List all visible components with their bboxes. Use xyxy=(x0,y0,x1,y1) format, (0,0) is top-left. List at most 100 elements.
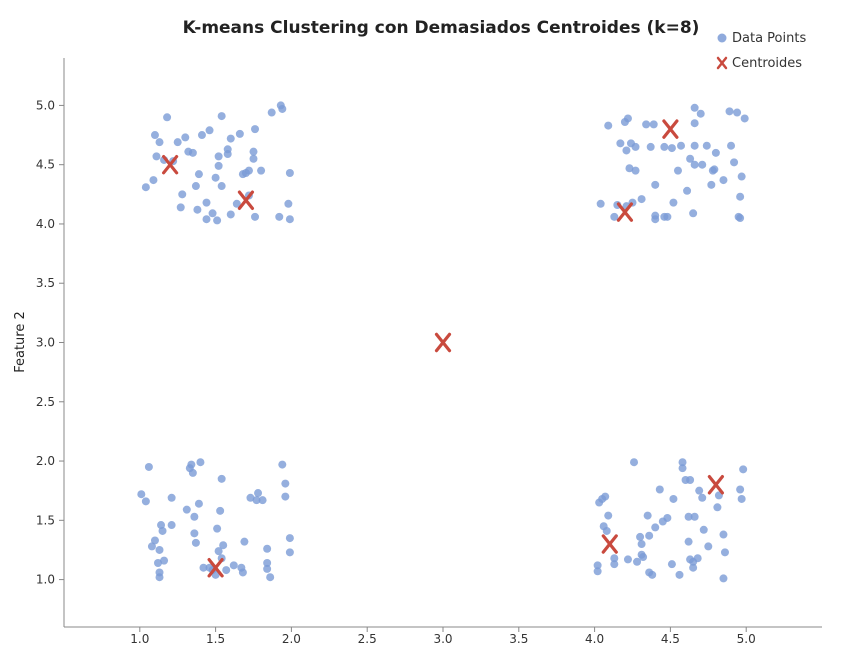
y-tick-label: 3.5 xyxy=(36,276,55,290)
legend-marker-data-points xyxy=(717,33,727,43)
data-point xyxy=(730,158,739,167)
data-point xyxy=(651,523,660,532)
y-tick-label: 3.0 xyxy=(36,336,55,350)
data-point xyxy=(593,567,602,576)
data-point xyxy=(202,198,211,207)
y-tick-label: 2.0 xyxy=(36,454,55,468)
data-point xyxy=(596,199,605,208)
y-tick-label: 1.0 xyxy=(36,573,55,587)
data-point xyxy=(602,526,611,535)
data-point xyxy=(739,465,748,474)
data-point xyxy=(155,138,164,147)
data-point xyxy=(244,166,253,175)
data-point xyxy=(173,138,182,147)
data-point xyxy=(278,460,287,469)
data-point xyxy=(678,458,687,467)
data-point xyxy=(725,107,734,116)
data-point xyxy=(213,524,222,533)
data-point xyxy=(689,563,698,572)
data-point xyxy=(639,553,648,562)
data-point xyxy=(263,564,272,573)
data-point xyxy=(642,120,651,129)
centroid-marker xyxy=(162,154,179,175)
x-tick-label: 2.0 xyxy=(282,632,301,646)
data-point xyxy=(667,144,676,153)
data-point xyxy=(235,129,244,138)
chart-title: K-means Clustering con Demasiados Centro… xyxy=(183,18,700,38)
data-point xyxy=(631,142,640,151)
data-point xyxy=(623,555,632,564)
data-point xyxy=(655,485,664,494)
data-point xyxy=(690,103,699,112)
data-point xyxy=(141,183,150,192)
data-point xyxy=(163,113,172,122)
data-point xyxy=(188,148,197,157)
data-point xyxy=(669,198,678,207)
data-point xyxy=(649,120,658,129)
data-point xyxy=(736,192,745,201)
data-point xyxy=(707,180,716,189)
data-point xyxy=(593,561,602,570)
data-point xyxy=(275,212,284,221)
data-point xyxy=(699,525,708,534)
data-point xyxy=(633,557,642,566)
data-point xyxy=(226,210,235,219)
data-point xyxy=(637,195,646,204)
data-point xyxy=(211,570,220,579)
data-point xyxy=(217,112,226,121)
y-tick-label: 1.5 xyxy=(36,513,55,527)
x-tick-label: 1.5 xyxy=(206,632,225,646)
data-point xyxy=(196,458,205,467)
data-point xyxy=(623,114,632,123)
data-point xyxy=(737,172,746,181)
data-point xyxy=(648,570,657,579)
data-point xyxy=(155,573,164,582)
y-tick-label: 4.5 xyxy=(36,158,55,172)
x-tick-label: 3.5 xyxy=(509,632,528,646)
data-point xyxy=(214,152,223,161)
data-point xyxy=(646,142,655,151)
data-point xyxy=(191,538,200,547)
data-point xyxy=(610,212,619,221)
data-point xyxy=(727,141,736,150)
data-point xyxy=(137,490,146,499)
centroid-marker xyxy=(707,475,724,495)
data-point xyxy=(663,513,672,522)
x-tick-label: 3.0 xyxy=(433,632,452,646)
data-point xyxy=(281,479,290,488)
data-point xyxy=(631,166,640,175)
centroid-marker xyxy=(601,534,618,554)
data-point xyxy=(610,560,619,569)
data-point xyxy=(719,574,728,583)
data-point xyxy=(616,139,625,148)
data-point xyxy=(667,560,676,569)
data-point xyxy=(216,506,225,515)
data-point xyxy=(219,541,228,550)
data-point xyxy=(153,558,162,567)
y-axis-label: Feature 2 xyxy=(13,311,28,373)
data-point xyxy=(202,215,211,224)
legend: Data Points Centroides xyxy=(716,31,806,71)
data-point xyxy=(197,131,206,140)
x-tick-label: 1.0 xyxy=(130,632,149,646)
data-point xyxy=(285,215,294,224)
data-point xyxy=(144,462,153,471)
data-point xyxy=(713,503,722,512)
data-point xyxy=(249,147,258,156)
data-point xyxy=(266,573,275,582)
centroid-marker xyxy=(237,190,255,210)
data-point xyxy=(152,152,161,161)
data-point xyxy=(147,542,156,551)
data-point xyxy=(673,166,682,175)
data-point xyxy=(223,145,232,154)
data-point xyxy=(677,141,686,150)
data-point xyxy=(190,512,199,521)
data-point xyxy=(690,141,699,150)
data-point xyxy=(669,494,678,503)
data-point xyxy=(232,199,241,208)
data-point xyxy=(226,134,235,143)
y-tick-label: 5.0 xyxy=(36,98,55,112)
data-point xyxy=(211,173,220,182)
data-point xyxy=(736,485,745,494)
data-point xyxy=(690,160,699,169)
